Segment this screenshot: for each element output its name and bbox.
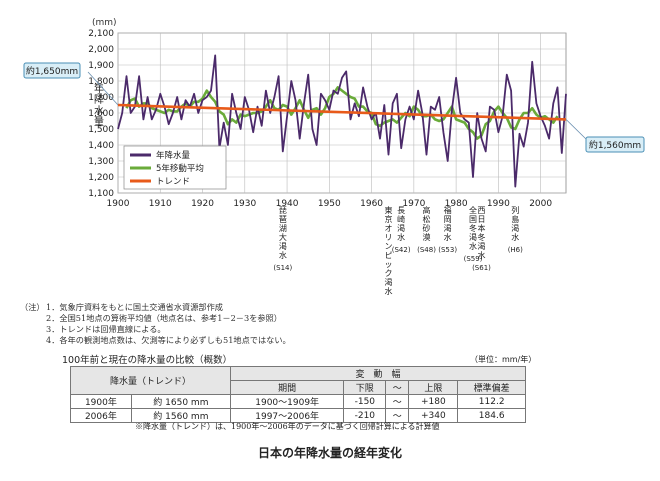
y-axis-label: 年降水量 — [94, 82, 104, 128]
event-label: 福岡渇水 — [444, 206, 452, 242]
note-item: 3．トレンドは回帰直線による。 — [46, 324, 166, 334]
callouts: 約1,650mm 約1,560mm — [23, 62, 645, 153]
legend-entry: 年降水量 — [156, 150, 191, 161]
table-footnote: ※降水量（トレンド）は、1900年～2006年のデータに基づく回帰計算による計算… — [135, 422, 440, 431]
x-tick-label: 1920 — [191, 199, 214, 209]
y-tick-label: 1,800 — [88, 77, 114, 87]
event-era: (S61) — [472, 264, 491, 272]
legend-entry: 5年移動平均 — [156, 163, 204, 174]
y-tick-label: 1,400 — [88, 141, 114, 151]
x-tick-label: 1960 — [360, 199, 383, 209]
event-label: 全国冬渇水 — [469, 205, 477, 251]
x-tick-labels: 1900 1910 1920 1930 1940 1950 1960 1970 1980 1990… — [107, 199, 553, 209]
table-row: 2006年 約 1560 mm 1997～2006年 -210 ～ +340 1… — [70, 408, 526, 423]
cell-tilde: ～ — [385, 394, 410, 409]
x-tick-label: 1900 — [107, 199, 130, 209]
cell-period: 1900～1909年 — [229, 394, 345, 409]
cell-high: +340 — [408, 408, 459, 423]
event-era: (S53) — [438, 246, 457, 254]
series-trend — [117, 103, 567, 121]
notes-mark: （注） — [20, 302, 45, 312]
event-era: (S48) — [417, 246, 436, 254]
x-tick-label: 1980 — [445, 199, 468, 209]
note-item: 1．気象庁資料をもとに国土交通省水資源部作成 — [46, 302, 223, 312]
series-moving-average — [125, 86, 559, 140]
y-tick-label: 1,700 — [88, 93, 114, 103]
event-labels: 琵琶湖大渇水(S14)東京オリンピック渇水(S39)長崎渇水(S42)高松砂漠(… — [273, 205, 523, 296]
y-tick-label: 1,100 — [88, 189, 114, 199]
x-tick-label: 1930 — [233, 199, 256, 209]
callout-right-leader — [565, 119, 587, 140]
event-label: 琵琶湖大渇水 — [279, 206, 287, 260]
y-tick-label: 2,100 — [88, 29, 114, 39]
table-unit: （単位：mm/年） — [470, 355, 537, 364]
event-era: (S59) — [464, 255, 483, 263]
header-period: 期間 — [229, 380, 345, 395]
comparison-table: 降水量（トレンド） 変 動 幅 期間 下限 ～ 上限 標準偏差 1900年 約 … — [70, 366, 527, 423]
cell-tilde: ～ — [385, 408, 410, 423]
x-tick-label: 1950 — [318, 199, 341, 209]
y-tick-label: 1,600 — [88, 109, 114, 119]
event-era: (H6) — [508, 246, 523, 254]
page-title: 日本の年降水量の経年変化 — [257, 446, 402, 460]
x-tick-label: 1970 — [402, 199, 425, 209]
unit-label: (mm) — [92, 18, 117, 28]
header-sd: 標準偏差 — [457, 380, 526, 395]
event-label: 列島渇水 — [511, 205, 519, 242]
event-era: (S14) — [273, 264, 292, 272]
callout-left-box — [23, 62, 81, 79]
cell-high: +180 — [408, 394, 459, 409]
header-high: 上限 — [408, 380, 459, 395]
note-item: 4．各年の観測地点数は、欠測等により必ずしも51地点ではない。 — [46, 335, 291, 345]
header-rain: 降水量（トレンド） — [70, 366, 231, 395]
series-lines — [117, 54, 567, 188]
cell-low: -150 — [343, 394, 387, 409]
notes: （注） 1．気象庁資料をもとに国土交通省水資源部作成 2．全国51地点の算術平均値… — [20, 302, 291, 346]
series-annual-precipitation — [117, 54, 567, 188]
legend-entry: トレンド — [156, 177, 190, 187]
cell-sd: 184.6 — [457, 408, 526, 423]
x-tick-label: 1910 — [149, 199, 172, 209]
y-tick-label: 1,300 — [88, 157, 114, 167]
header-tilde: ～ — [385, 380, 410, 395]
cell-year: 2006年 — [70, 408, 132, 423]
cell-sd: 112.2 — [457, 394, 526, 409]
note-item: 2．全国51地点の算術平均値（地点名は、参考1－2－3を参照） — [46, 313, 282, 323]
event-label: 東京オリンピック渇水 — [384, 205, 392, 296]
event-label: 西日本冬渇水 — [477, 206, 485, 260]
callout-left-leader — [87, 71, 119, 106]
y-tick-label: 1,200 — [88, 173, 114, 183]
x-tick-label: 2000 — [529, 199, 552, 209]
y-tick-label: 2,000 — [88, 45, 114, 55]
cell-year: 1900年 — [70, 394, 132, 409]
precipitation-chart: 1,100 1,200 1,300 1,400 1,500 1,600 1,700 1,800… — [23, 18, 645, 296]
x-tick-label: 1940 — [276, 199, 299, 209]
table-title: 100年前と現在の降水量の比較（概数） — [62, 355, 233, 366]
header-range: 変 動 幅 — [229, 366, 527, 381]
event-label: 長崎渇水 — [397, 206, 405, 242]
y-tick-label: 1,500 — [88, 125, 114, 135]
callout-right-box — [585, 136, 645, 153]
table-row: 1900年 約 1650 mm 1900～1909年 -150 ～ +180 1… — [70, 394, 526, 409]
x-tick-label: 1990 — [487, 199, 510, 209]
cell-period: 1997～2006年 — [229, 408, 345, 423]
header-low: 下限 — [343, 380, 387, 395]
event-label: 高松砂漠 — [423, 205, 431, 242]
event-era: (S42) — [392, 246, 411, 254]
y-tick-labels: 1,100 1,200 1,300 1,400 1,500 1,600 1,700 1,800… — [88, 29, 114, 199]
cell-rain: 約 1650 mm — [130, 394, 231, 409]
y-tick-label: 1,900 — [88, 61, 114, 71]
callout-right-label: 約1,560mm — [589, 139, 641, 151]
callout-left-label: 約1,650mm — [26, 65, 78, 77]
